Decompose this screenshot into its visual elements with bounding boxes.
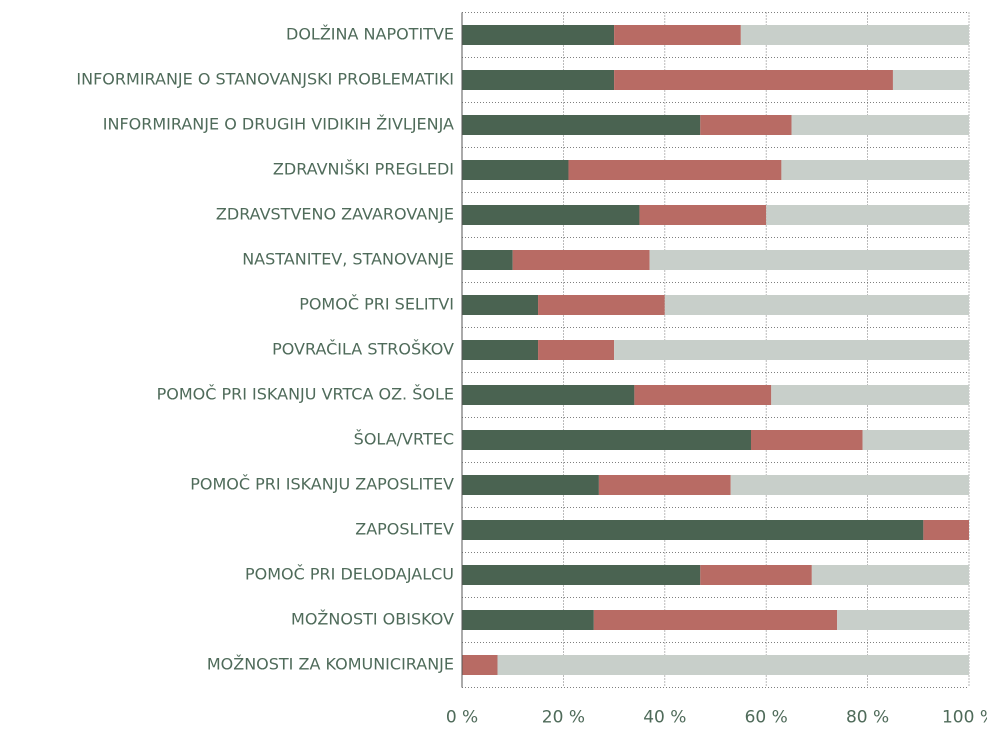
y-tick-label: ŠOLA/VRTEC [354,430,454,449]
bar-segment [462,475,599,495]
bar-segment [730,475,969,495]
y-tick-label: INFORMIRANJE O DRUGIH VIDIKIH ŽIVLJENJA [103,115,454,134]
bar-segment [462,115,701,135]
bar-segment [462,520,924,540]
bar-segment [614,340,969,360]
bar-segment [568,160,782,180]
bar-segment [862,430,969,450]
x-tick-label: 60 % [745,708,788,728]
x-tick-label: 0 % [446,708,478,728]
y-tick-label: POMOČ PRI SELITVI [299,295,454,314]
bar-segment [462,250,513,270]
bar-segment [892,70,969,90]
bar-segment [649,250,969,270]
bar-segment [462,430,751,450]
bar-segment [462,205,640,225]
bar-segment [771,385,969,405]
y-tick-label: NASTANITEV, STANOVANJE [242,250,454,269]
bar-segment [614,70,893,90]
x-tick-label: 80 % [846,708,889,728]
bar-segment [923,520,969,540]
bar-segment [512,250,650,270]
bar-segment [634,385,772,405]
bar-segment [462,340,539,360]
bar-segment [462,295,539,315]
bar-segment [700,565,812,585]
y-tick-label: POMOČ PRI DELODAJALCU [245,565,454,584]
bar-segment [462,25,615,45]
y-tick-label: MOŽNOSTI ZA KOMUNICIRANJE [207,655,454,674]
bar-segment [781,160,969,180]
x-tick-label: 20 % [542,708,585,728]
x-tick-label: 100 % [942,708,987,728]
bar-segment [700,115,792,135]
bar-segment [462,385,635,405]
bar-segment [598,475,731,495]
bar-segment [750,430,863,450]
bar-segment [462,160,569,180]
bar-segment [811,565,969,585]
y-tick-label: POMOČ PRI ISKANJU ZAPOSLITEV [190,475,454,494]
bar-segment [497,655,969,675]
y-tick-label: POVRAČILA STROŠKOV [272,340,454,359]
bar-segment [791,115,969,135]
bar-segment [538,295,665,315]
bar-segment [538,340,615,360]
y-tick-label: INFORMIRANJE O STANOVANJSKI PROBLEMATIKI [76,70,454,89]
bar-segment [614,25,741,45]
y-tick-label: ZDRAVSTVENO ZAVAROVANJE [216,205,454,224]
bar-segment [593,610,838,630]
y-tick-label: MOŽNOSTI OBISKOV [291,610,454,629]
bar-segment [639,205,767,225]
bar-segment [837,610,969,630]
y-tick-label: ZDRAVNIŠKI PREGLEDI [273,160,454,179]
y-tick-label: POMOČ PRI ISKANJU VRTCA OZ. ŠOLE [157,385,454,404]
y-tick-label: ZAPOSLITEV [355,520,454,539]
bar-segment [462,610,594,630]
bar-segment [462,565,701,585]
bar-segment [664,295,969,315]
bar-segment [462,70,615,90]
bar-segment [740,25,969,45]
y-tick-label: DOLŽINA NAPOTITVE [286,25,454,44]
bar-segment [462,655,498,675]
bar-segment [766,205,969,225]
x-tick-label: 40 % [643,708,686,728]
